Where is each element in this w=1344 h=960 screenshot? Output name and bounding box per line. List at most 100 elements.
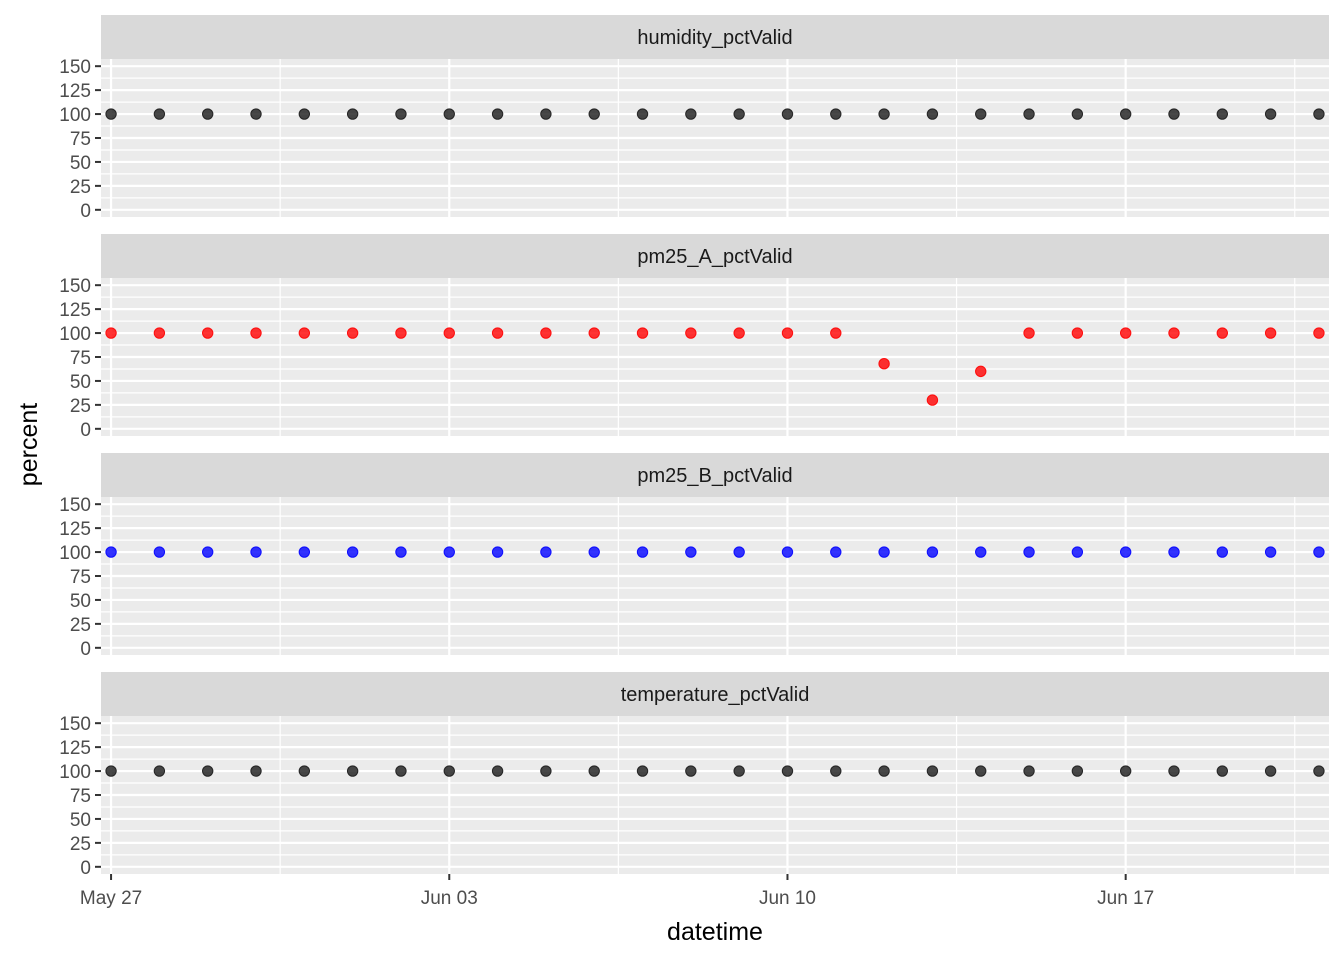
data-point <box>1216 327 1229 339</box>
data-point <box>540 327 552 339</box>
y-tick-label: 125 <box>59 81 91 102</box>
data-point <box>733 546 745 558</box>
data-point <box>153 327 166 339</box>
data-point <box>636 108 649 120</box>
data-point <box>636 546 649 558</box>
y-tick-label: 0 <box>80 639 91 660</box>
y-tick-label: 0 <box>80 201 91 222</box>
y-tick-label: 50 <box>70 372 91 393</box>
data-point <box>975 365 987 378</box>
data-point <box>1313 108 1325 120</box>
facet-strip-label: temperature_pctValid <box>621 684 810 706</box>
data-point <box>685 765 697 777</box>
y-axis-title: percent <box>15 403 43 486</box>
y-tick-label: 150 <box>59 495 91 516</box>
data-point <box>491 108 504 120</box>
data-point <box>395 108 407 120</box>
data-point <box>540 108 552 120</box>
y-tick-label: 0 <box>80 420 91 441</box>
data-point <box>250 108 262 120</box>
facet-pm25_A_pctValid: pm25_A_pctValid 0 25 50 75 100 125 150 <box>59 234 1329 441</box>
facet-strip-label: humidity_pctValid <box>637 27 792 49</box>
y-tick-label: 25 <box>70 834 91 855</box>
data-point <box>733 765 745 777</box>
data-point <box>298 108 311 120</box>
data-point <box>733 327 745 339</box>
data-point <box>443 546 455 558</box>
y-tick-label: 50 <box>70 810 91 831</box>
y-tick-label: 125 <box>59 300 91 321</box>
data-point <box>830 108 842 120</box>
y-tick-label: 0 <box>80 858 91 879</box>
data-point <box>975 546 987 558</box>
y-tick-label: 150 <box>59 57 91 78</box>
y-tick-label: 25 <box>70 615 91 636</box>
data-point <box>733 108 745 120</box>
data-point <box>1119 546 1132 558</box>
data-point <box>878 765 890 777</box>
data-point <box>1168 546 1180 558</box>
data-point <box>201 765 214 777</box>
data-point <box>830 327 842 339</box>
data-point <box>588 327 600 339</box>
data-point <box>878 108 890 120</box>
data-point <box>298 546 311 558</box>
data-point <box>781 546 794 558</box>
y-tick-label: 125 <box>59 519 91 540</box>
data-point <box>105 765 117 777</box>
data-point <box>1023 108 1035 120</box>
data-point <box>588 546 600 558</box>
data-point <box>878 546 890 558</box>
data-point <box>1313 327 1325 339</box>
y-tick-label: 150 <box>59 714 91 735</box>
data-point <box>201 546 214 558</box>
data-point <box>395 765 407 777</box>
data-point <box>588 765 600 777</box>
data-point <box>1071 108 1084 120</box>
data-point <box>105 546 117 558</box>
data-point <box>491 765 504 777</box>
facet-strip <box>101 672 1329 716</box>
data-point <box>1216 546 1229 558</box>
facet-strip-label: pm25_A_pctValid <box>637 246 792 268</box>
data-point <box>346 327 359 339</box>
x-axis: May 27 Jun 03 Jun 10 Jun 17 <box>80 874 1154 909</box>
facet-humidity_pctValid: humidity_pctValid 0 25 50 75 100 125 150 <box>59 15 1329 222</box>
data-point <box>201 327 214 339</box>
data-point <box>926 108 939 120</box>
data-point <box>830 765 842 777</box>
y-tick-label: 125 <box>59 738 91 759</box>
data-point <box>781 765 794 777</box>
y-tick-label: 75 <box>70 567 91 588</box>
data-point <box>153 108 166 120</box>
facet-strip-label: pm25_B_pctValid <box>637 465 792 487</box>
data-point <box>1168 108 1180 120</box>
data-point <box>1216 765 1229 777</box>
data-point <box>926 765 939 777</box>
data-point <box>1313 546 1325 558</box>
facet-strip <box>101 234 1329 278</box>
y-tick-label: 150 <box>59 276 91 297</box>
y-tick-label: 75 <box>70 129 91 150</box>
data-point <box>395 327 407 339</box>
data-point <box>1119 327 1132 339</box>
y-tick-label: 50 <box>70 591 91 612</box>
data-point <box>636 327 649 339</box>
data-point <box>105 108 117 120</box>
data-point <box>926 546 939 558</box>
data-point <box>1119 108 1132 120</box>
data-point <box>250 327 262 339</box>
data-point <box>685 327 697 339</box>
x-tick-label: Jun 10 <box>759 888 816 909</box>
data-point <box>1071 765 1084 777</box>
data-point <box>105 327 117 339</box>
facet-panels: humidity_pctValid0255075100125150pm25_A_… <box>59 15 1329 879</box>
data-point <box>491 327 504 339</box>
data-point <box>781 108 794 120</box>
data-point <box>443 765 455 777</box>
data-point <box>540 765 552 777</box>
data-point <box>298 765 311 777</box>
data-point <box>201 108 214 120</box>
data-point <box>346 546 359 558</box>
facet-pm25_B_pctValid: pm25_B_pctValid 0 25 50 75 100 125 150 <box>59 453 1329 660</box>
